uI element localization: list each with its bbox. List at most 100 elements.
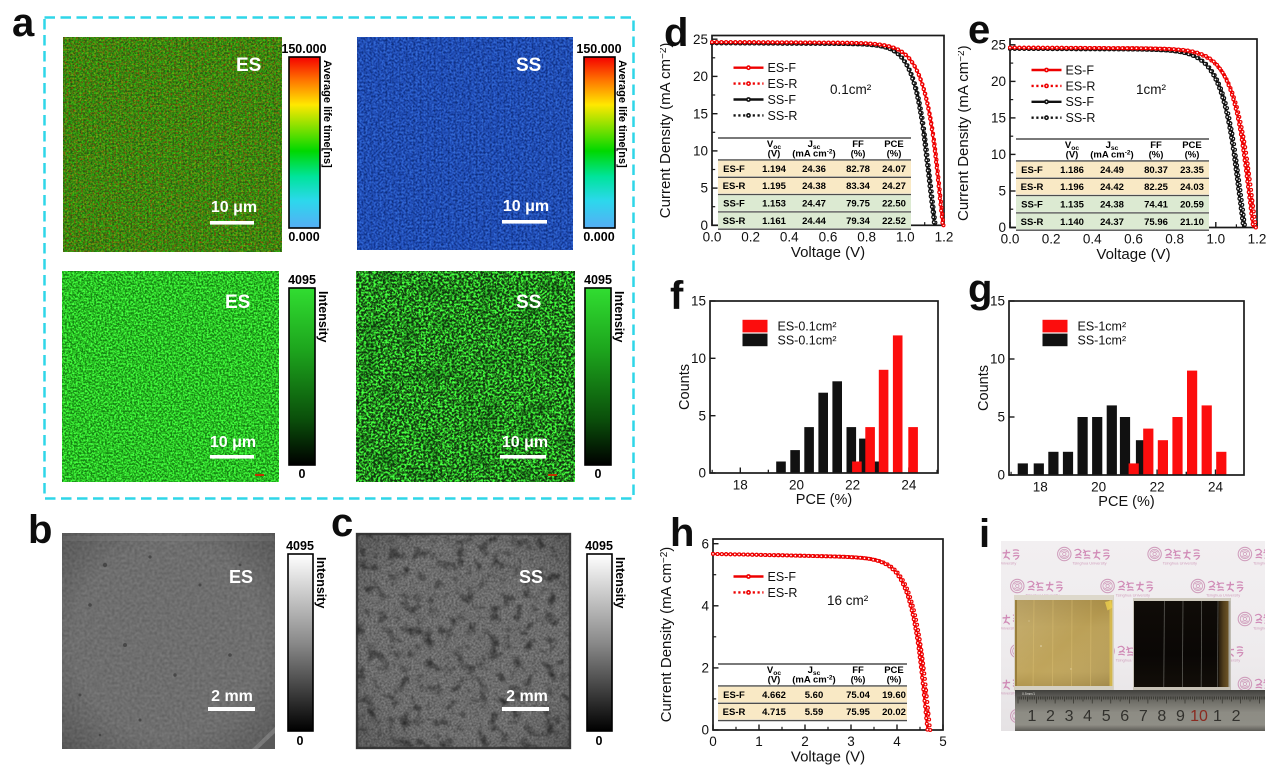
svg-text:16 cm²: 16 cm² xyxy=(827,593,869,608)
svg-text:SS-1cm²: SS-1cm² xyxy=(1078,333,1127,347)
svg-text:Voltage (V): Voltage (V) xyxy=(1096,246,1170,263)
svg-text:PCE: PCE xyxy=(884,665,904,676)
svg-text:0: 0 xyxy=(596,734,603,748)
svg-text:5: 5 xyxy=(939,734,947,749)
svg-text:24.37: 24.37 xyxy=(1100,217,1124,228)
svg-text:22.52: 22.52 xyxy=(882,216,906,227)
svg-text:5: 5 xyxy=(997,410,1005,425)
svg-text:0: 0 xyxy=(998,220,1006,235)
svg-text:1: 1 xyxy=(1028,708,1037,725)
svg-text:1cm²: 1cm² xyxy=(1136,82,1167,97)
svg-text:SS-F: SS-F xyxy=(723,199,745,210)
svg-text:2: 2 xyxy=(1046,708,1055,725)
svg-text:PCE: PCE xyxy=(1182,140,1202,151)
svg-text:18: 18 xyxy=(1033,480,1048,495)
svg-text:15: 15 xyxy=(990,294,1005,309)
svg-text:SS-R: SS-R xyxy=(723,216,746,227)
svg-text:20: 20 xyxy=(1091,480,1106,495)
svg-text:FF: FF xyxy=(1150,140,1162,151)
svg-text:22: 22 xyxy=(845,478,860,493)
svg-text:2: 2 xyxy=(1232,708,1241,725)
svg-text:ES: ES xyxy=(236,55,261,76)
svg-text:1.140: 1.140 xyxy=(1060,217,1084,228)
svg-text:0: 0 xyxy=(595,467,602,481)
svg-text:24.07: 24.07 xyxy=(882,164,906,175)
svg-text:24.44: 24.44 xyxy=(802,216,826,227)
svg-text:(%): (%) xyxy=(1185,150,1200,161)
svg-text:3: 3 xyxy=(1065,708,1074,725)
svg-text:PCE: PCE xyxy=(884,139,904,150)
svg-text:0: 0 xyxy=(997,468,1005,483)
svg-text:4: 4 xyxy=(893,734,901,749)
svg-text:10: 10 xyxy=(990,352,1005,367)
svg-text:(mA cm-2): (mA cm-2) xyxy=(792,148,835,159)
svg-text:(%): (%) xyxy=(887,675,902,686)
svg-text:10: 10 xyxy=(693,144,708,159)
svg-text:(%): (%) xyxy=(887,149,902,160)
svg-text:FF: FF xyxy=(852,139,864,150)
svg-text:1.195: 1.195 xyxy=(762,181,786,192)
svg-text:15: 15 xyxy=(691,294,706,309)
svg-text:Counts: Counts xyxy=(677,364,693,410)
svg-text:PCE (%): PCE (%) xyxy=(796,492,852,508)
svg-text:1.194: 1.194 xyxy=(762,164,786,175)
svg-text:Voltage (V): Voltage (V) xyxy=(791,749,865,766)
svg-text:SS: SS xyxy=(519,567,543,587)
svg-text:SS-R: SS-R xyxy=(768,109,798,123)
svg-text:SS-0.1cm²: SS-0.1cm² xyxy=(778,333,837,347)
svg-text:0: 0 xyxy=(297,734,304,748)
svg-text:1.2: 1.2 xyxy=(1248,232,1267,247)
svg-text:4: 4 xyxy=(1083,708,1092,725)
svg-text:82.78: 82.78 xyxy=(846,164,870,175)
svg-text:5.59: 5.59 xyxy=(805,707,824,718)
svg-text:ES-R: ES-R xyxy=(723,181,746,192)
svg-text:(V): (V) xyxy=(768,149,781,160)
svg-text:2: 2 xyxy=(801,734,809,749)
svg-text:0.6: 0.6 xyxy=(1124,232,1143,247)
svg-text:24.38: 24.38 xyxy=(802,181,826,192)
svg-text:18: 18 xyxy=(733,478,748,493)
svg-text:0.8: 0.8 xyxy=(1165,232,1184,247)
svg-text:10 μm: 10 μm xyxy=(211,199,257,216)
svg-text:ES-F: ES-F xyxy=(723,164,745,175)
svg-text:3: 3 xyxy=(847,734,855,749)
svg-text:20: 20 xyxy=(693,69,708,84)
svg-text:1.2: 1.2 xyxy=(935,229,954,244)
svg-text:74.41: 74.41 xyxy=(1144,200,1168,211)
svg-text:7: 7 xyxy=(1139,708,1148,725)
svg-text:ES-0.1cm²: ES-0.1cm² xyxy=(778,320,837,334)
svg-text:SS: SS xyxy=(516,55,541,76)
svg-text:(mA cm-2): (mA cm-2) xyxy=(1090,149,1133,160)
svg-text:Current Density (mA cm−2): Current Density (mA cm−2) xyxy=(660,547,675,723)
svg-text:5: 5 xyxy=(998,184,1006,199)
svg-text:9: 9 xyxy=(1176,708,1185,725)
svg-text:0: 0 xyxy=(698,466,706,481)
svg-text:24.42: 24.42 xyxy=(1100,182,1124,193)
svg-text:24.49: 24.49 xyxy=(1100,165,1124,176)
svg-text:20: 20 xyxy=(991,74,1006,89)
svg-text:4.715: 4.715 xyxy=(762,707,786,718)
svg-text:ES-F: ES-F xyxy=(1021,165,1043,176)
svg-text:23.35: 23.35 xyxy=(1180,165,1204,176)
svg-text:0.5mm/1: 0.5mm/1 xyxy=(1022,692,1035,696)
svg-text:1.153: 1.153 xyxy=(762,199,786,210)
svg-text:4: 4 xyxy=(701,598,709,613)
svg-text:10 μm: 10 μm xyxy=(503,198,549,215)
svg-text:SS-F: SS-F xyxy=(1021,200,1043,211)
svg-text:20.02: 20.02 xyxy=(882,707,906,718)
svg-text:79.34: 79.34 xyxy=(846,216,870,227)
svg-text:SS-F: SS-F xyxy=(768,93,797,107)
svg-text:0: 0 xyxy=(709,734,717,749)
svg-text:25: 25 xyxy=(693,32,708,47)
svg-text:ES: ES xyxy=(225,292,250,313)
svg-text:0.0: 0.0 xyxy=(1001,232,1020,247)
svg-text:1.161: 1.161 xyxy=(762,216,786,227)
svg-text:Current Density (mA cm−2): Current Density (mA cm−2) xyxy=(958,45,972,221)
svg-text:22: 22 xyxy=(1150,480,1165,495)
svg-text:1.186: 1.186 xyxy=(1060,165,1084,176)
svg-text:82.25: 82.25 xyxy=(1144,182,1168,193)
svg-text:83.34: 83.34 xyxy=(846,181,870,192)
svg-text:SS: SS xyxy=(516,292,541,313)
svg-text:ES-R: ES-R xyxy=(723,707,746,718)
svg-text:0.4: 0.4 xyxy=(1083,232,1102,247)
